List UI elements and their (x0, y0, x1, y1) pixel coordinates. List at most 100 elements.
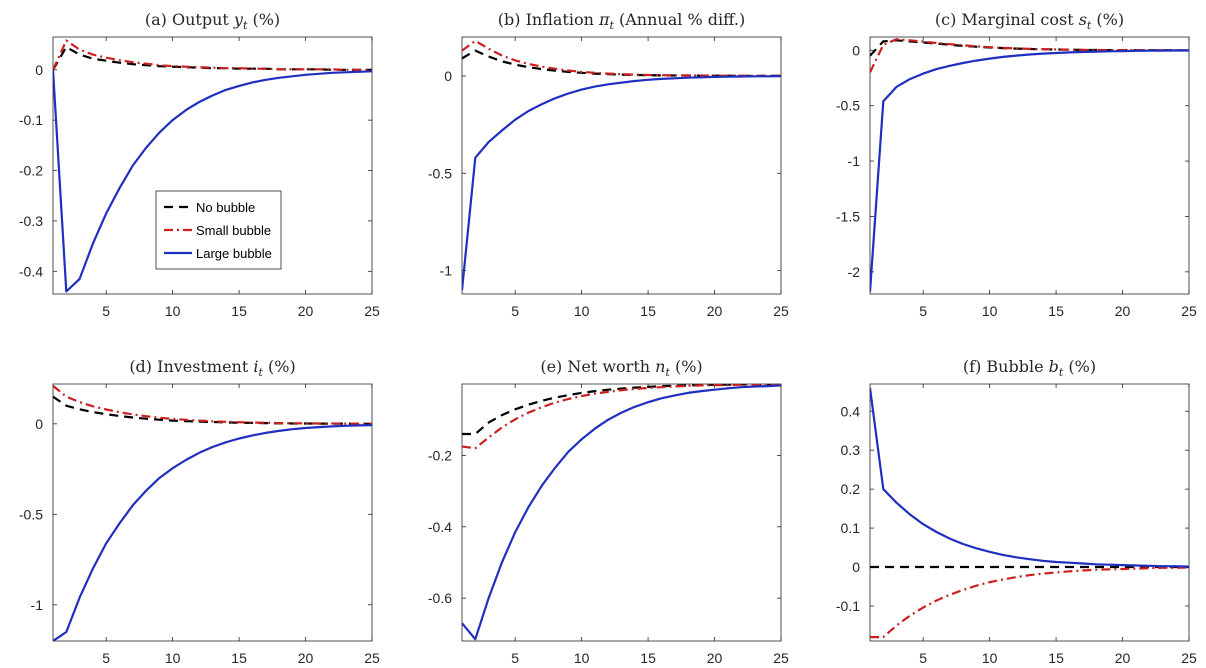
panel-title-prefix: (d) Investment (129, 357, 253, 376)
y-tick-label: -0.2 (19, 163, 43, 179)
panel-title-subscript: t (243, 19, 248, 32)
legend-box (155, 190, 282, 270)
panel-title-subscript: t (1087, 19, 1092, 32)
panel-4: (e) Net worth nt (%) 5 10 15 20 25 -0.6 -0.4 -0.… (428, 357, 789, 666)
y-tick-label: -1.5 (836, 208, 860, 224)
x-tick-label: 10 (982, 650, 998, 666)
panel-title-symbol: b (1049, 357, 1059, 376)
x-tick-label: 25 (773, 650, 789, 666)
y-tick-label: 0 (35, 62, 43, 78)
panel-title-subscript: t (665, 366, 670, 379)
axes-frame (869, 383, 1190, 642)
panel-title-suffix: (%) (670, 357, 703, 376)
panel-title-suffix: (%) (263, 357, 296, 376)
x-tick-label: 25 (1181, 303, 1197, 319)
series-line-small-bubble (462, 384, 781, 450)
panel-title-symbol: y (233, 10, 244, 29)
x-tick-label: 10 (982, 303, 998, 319)
legend-label-small-bubble: Small bubble (196, 223, 271, 238)
y-tick-label: -0.4 (19, 263, 43, 279)
panel-1: (b) Inflation πt (Annual % diff.) 5 10 15 20… (428, 10, 789, 319)
y-tick-label: -1 (31, 597, 44, 613)
y-tick-label: -0.5 (19, 506, 43, 522)
series-line-small-bubble (53, 39, 372, 71)
axes-frame (869, 36, 1190, 295)
x-tick-label: 20 (707, 650, 723, 666)
panel-5: (f) Bubble bt (%) 5 10 15 20 25 -0.1 0 0.1 0.2 0.3… (836, 357, 1197, 666)
y-tick-label: 0.1 (841, 520, 861, 536)
x-tick-label: 15 (640, 650, 656, 666)
panel-0: (a) Output yt (%) 5 10 15 20 25 -0.4 -0.3 -0.2 -0… (19, 10, 380, 319)
x-tick-label: 5 (102, 650, 110, 666)
panel-title: (c) Marginal cost st (%) (935, 10, 1124, 32)
panel-title-symbol: π (598, 10, 610, 29)
legend: No bubble Small bubble Large bubble (155, 190, 282, 270)
y-tick-label: 0 (852, 42, 860, 58)
x-tick-label: 20 (1115, 650, 1131, 666)
y-tick-label: -0.1 (836, 598, 860, 614)
panel-title-symbol: s (1079, 10, 1087, 29)
x-tick-label: 20 (1115, 303, 1131, 319)
x-tick-label: 25 (773, 303, 789, 319)
legend-label-large-bubble: Large bubble (196, 246, 272, 261)
panel-title-suffix: (%) (247, 10, 280, 29)
y-tick-label: 0 (444, 68, 452, 84)
x-tick-label: 25 (364, 303, 380, 319)
x-tick-label: 10 (165, 303, 181, 319)
x-tick-label: 5 (919, 650, 927, 666)
series-line-large-bubble (462, 75, 781, 291)
y-tick-label: 0 (852, 559, 860, 575)
y-tick-label: -0.5 (428, 165, 452, 181)
y-tick-label: -0.5 (836, 98, 860, 114)
x-tick-label: 15 (1048, 303, 1064, 319)
x-tick-label: 15 (640, 303, 656, 319)
panel-3: (d) Investment it (%) 5 10 15 20 25 -1 -0.5 0 (19, 357, 380, 666)
series-line-large-bubble (870, 387, 1189, 568)
x-tick-label: 15 (231, 650, 247, 666)
y-tick-label: -1 (848, 153, 861, 169)
panel-title: (b) Inflation πt (Annual % diff.) (498, 10, 745, 32)
x-tick-label: 15 (231, 303, 247, 319)
panel-title-subscript: t (1059, 366, 1064, 379)
x-tick-label: 5 (102, 303, 110, 319)
legend-label-no-bubble: No bubble (196, 200, 255, 215)
axes-frame (461, 36, 782, 295)
axes-frame (461, 383, 782, 642)
x-tick-label: 10 (574, 650, 590, 666)
panel-title-subscript: t (610, 19, 615, 32)
panel-title-suffix: (%) (1091, 10, 1124, 29)
panel-title: (d) Investment it (%) (129, 357, 295, 379)
y-tick-label: 0.3 (841, 442, 861, 458)
y-tick-label: 0.2 (841, 481, 861, 497)
x-tick-label: 10 (165, 650, 181, 666)
y-tick-label: -1 (440, 263, 453, 279)
y-tick-label: 0.4 (841, 403, 861, 419)
panel-title-suffix: (%) (1063, 357, 1096, 376)
series-line-large-bubble (462, 384, 781, 641)
x-tick-label: 20 (707, 303, 723, 319)
series-line-large-bubble (870, 49, 1189, 292)
series-line-large-bubble (53, 69, 372, 293)
series-line-small-bubble (53, 384, 372, 425)
panel-title-prefix: (b) Inflation (498, 10, 599, 29)
panel-title-symbol: i (253, 357, 258, 376)
y-tick-label: -0.3 (19, 213, 43, 229)
panel-title-prefix: (f) Bubble (963, 357, 1049, 376)
x-tick-label: 25 (1181, 650, 1197, 666)
panel-title-subscript: t (258, 366, 263, 379)
y-tick-label: -0.2 (428, 447, 452, 463)
series-line-large-bubble (53, 424, 372, 641)
x-tick-label: 20 (298, 650, 314, 666)
x-tick-label: 5 (919, 303, 927, 319)
series-line-small-bubble (870, 38, 1189, 73)
x-tick-label: 5 (511, 650, 519, 666)
x-tick-label: 10 (574, 303, 590, 319)
panel-title-prefix: (e) Net worth (540, 357, 655, 376)
panel-title: (f) Bubble bt (%) (963, 357, 1096, 379)
panel-title-suffix: (Annual % diff.) (614, 10, 745, 29)
x-tick-label: 25 (364, 650, 380, 666)
panel-title-prefix: (a) Output (145, 10, 234, 29)
x-tick-label: 20 (298, 303, 314, 319)
y-tick-label: -0.4 (428, 519, 452, 535)
